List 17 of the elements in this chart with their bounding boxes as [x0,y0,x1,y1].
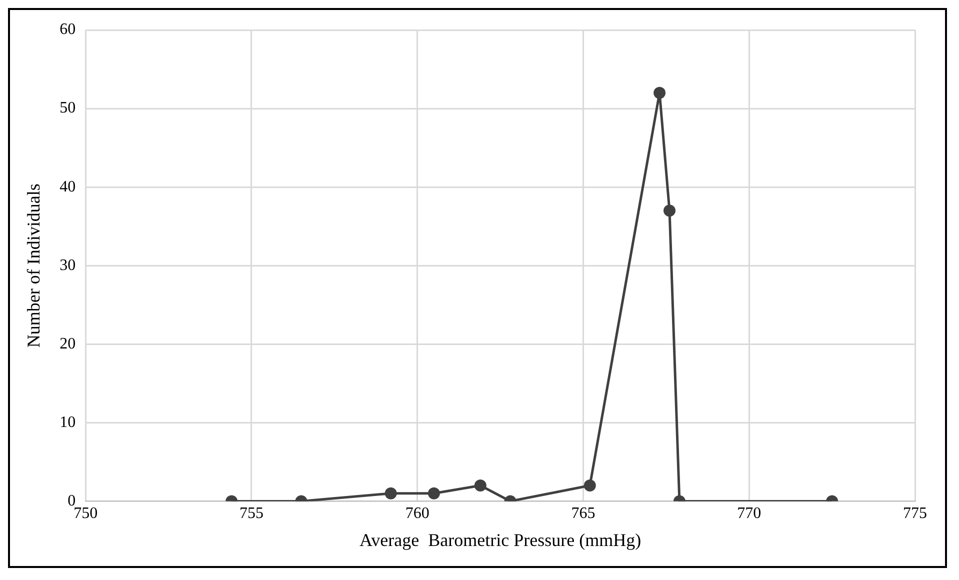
y-tick-label: 60 [60,21,76,38]
x-axis-title: Average Barometric Pressure (mmHg) [360,530,642,550]
point [654,86,666,99]
y-tick-label: 20 [60,335,76,352]
y-tick-label: 40 [60,178,76,196]
x-tick-label: 770 [737,505,762,522]
x-tick-label: 755 [239,505,264,522]
y-tick-label: 30 [60,256,76,274]
x-tick-label: 760 [405,505,430,522]
y-tick-label: 10 [60,414,76,431]
x-tick-label: 750 [74,505,98,522]
y-axis-title: Number of Individuals [24,184,44,348]
y-tick-label: 50 [60,100,76,117]
y-tick-label: 0 [68,492,76,510]
x-tick-label: 765 [571,505,596,522]
point [663,204,676,217]
x-tick-label: 775 [903,505,927,522]
